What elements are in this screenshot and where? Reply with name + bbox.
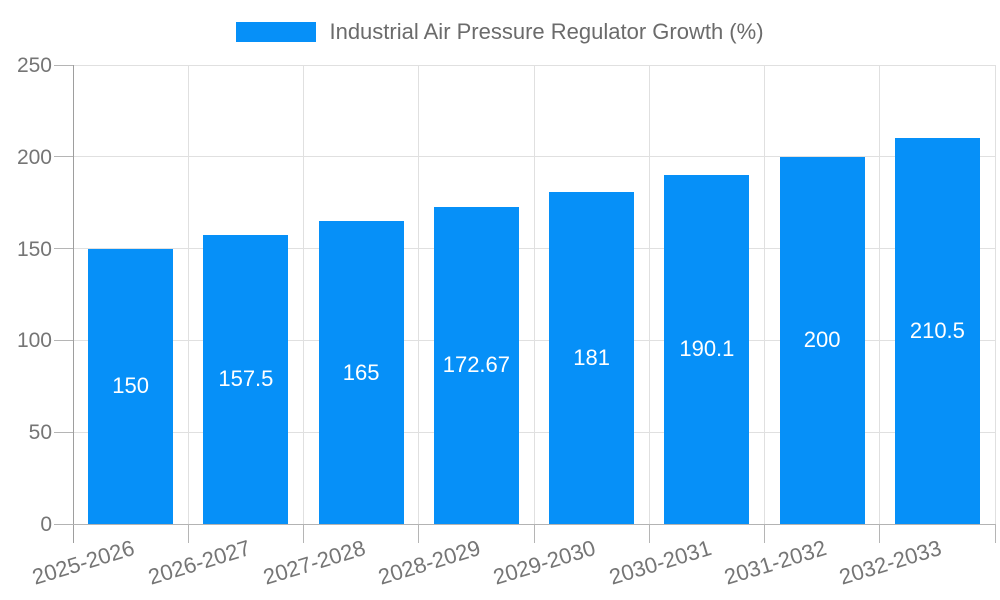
- y-axis-label: 0: [40, 513, 52, 536]
- bar-value-label: 181: [573, 344, 610, 370]
- bar[interactable]: [203, 234, 289, 524]
- y-axis-tick: [54, 156, 73, 158]
- x-axis-tick: [418, 524, 420, 543]
- x-axis-tick: [994, 524, 996, 543]
- x-gridline: [533, 65, 535, 524]
- x-gridline: [879, 65, 881, 524]
- bar-value-label: 165: [342, 359, 380, 385]
- x-axis-tick: [303, 524, 304, 543]
- legend-label[interactable]: Industrial Air Pressure Regulator Growth…: [329, 19, 764, 44]
- y-axis-tick: [54, 64, 73, 66]
- x-axis-label: 2029-2030: [490, 535, 599, 590]
- bar[interactable]: [433, 206, 519, 524]
- y-axis-tick: [54, 431, 73, 433]
- x-axis-tick: [187, 524, 189, 543]
- x-gridline: [418, 65, 420, 524]
- bar-value-label: 172.67: [442, 352, 511, 378]
- bar-value-label: 210.5: [909, 317, 965, 343]
- x-axis-tick: [879, 524, 881, 543]
- x-axis-label: 2028-2029: [375, 535, 484, 590]
- bar-value-label: 200: [803, 327, 841, 353]
- bar-value-label: 190.1: [679, 336, 735, 362]
- y-axis-tick: [54, 339, 73, 341]
- y-axis-label: 50: [28, 421, 52, 445]
- x-axis-baseline: [54, 523, 995, 525]
- bar[interactable]: [779, 156, 865, 524]
- bar[interactable]: [318, 221, 404, 524]
- bar-value-label: 157.5: [218, 366, 274, 392]
- bar[interactable]: [549, 191, 635, 524]
- x-axis-label: 2026-2027: [144, 535, 253, 590]
- legend-swatch[interactable]: [236, 22, 317, 42]
- x-gridline: [187, 65, 189, 524]
- y-axis-label: 100: [16, 329, 52, 353]
- y-axis-tick: [54, 248, 73, 250]
- bar[interactable]: [88, 248, 174, 524]
- bar[interactable]: [894, 137, 980, 524]
- x-axis-label: 2030-2031: [605, 535, 714, 590]
- x-gridline: [648, 65, 650, 524]
- bar[interactable]: [664, 174, 750, 524]
- bar-value-label: 150: [112, 373, 149, 399]
- x-gridline: [764, 65, 765, 524]
- x-axis-tick: [533, 524, 535, 543]
- y-axis-label: 200: [16, 145, 52, 169]
- x-axis-label: 2032-2033: [836, 535, 945, 590]
- x-axis-tick: [764, 524, 765, 543]
- x-gridline: [994, 65, 996, 524]
- x-axis-label: 2031-2032: [721, 535, 830, 590]
- y-axis-label: 250: [16, 54, 52, 77]
- x-axis-label: 2025-2026: [29, 535, 138, 590]
- x-gridline: [303, 65, 304, 524]
- y-axis-label: 150: [16, 237, 52, 261]
- chart-legend: Industrial Air Pressure Regulator Growth…: [0, 18, 1000, 46]
- y-axis-line: [72, 65, 74, 543]
- x-axis-tick: [648, 524, 650, 543]
- x-axis-label: 2027-2028: [260, 535, 369, 590]
